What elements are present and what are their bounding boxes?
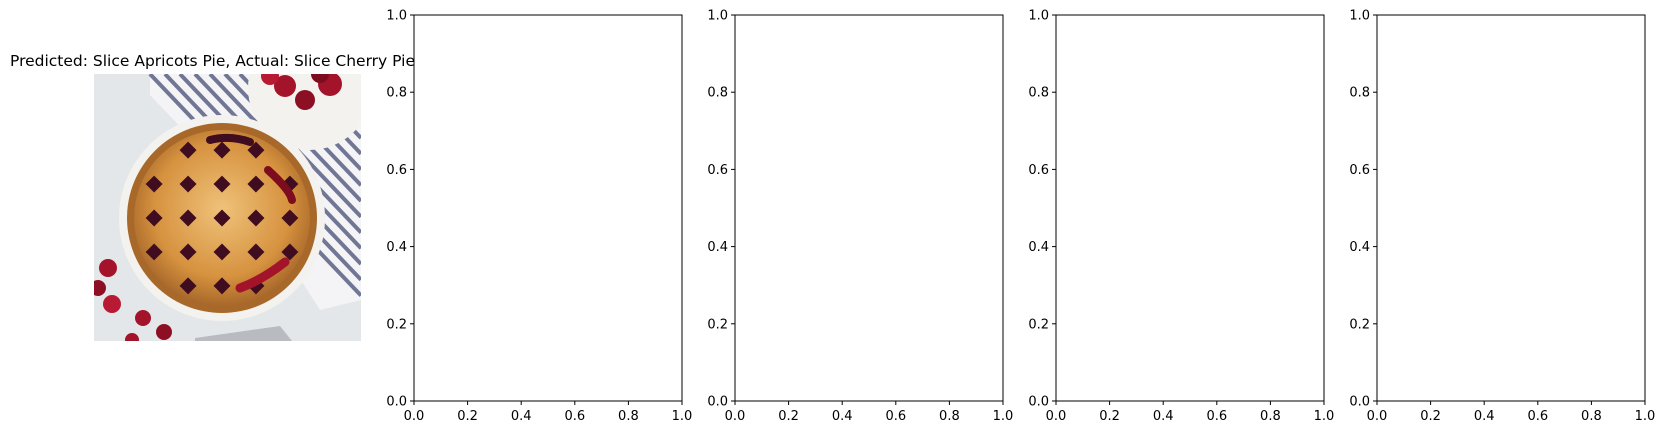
lattice-gap: [145, 209, 163, 227]
x-tick-label: 0.8: [1260, 409, 1281, 424]
x-tick-label: 0.4: [1153, 409, 1174, 424]
y-tick-label: 0.2: [386, 317, 407, 332]
x-tick-label: 0.8: [1581, 409, 1602, 424]
pie: [119, 115, 325, 321]
x-tick-label: 0.0: [404, 409, 425, 424]
y-tick-label: 1.0: [1028, 9, 1049, 24]
x-tick-label: 0.8: [939, 409, 960, 424]
axes-panel-2: 0.0 0.2 0.4 0.6 0.8 1.0 0.0 0.2 0.4 0.6 0.8 1.0: [707, 9, 1013, 425]
lattice-gap: [179, 141, 197, 159]
y-tick-label: 0.8: [386, 86, 407, 101]
lattice-gap: [247, 141, 265, 159]
x-tick-label: 0.4: [1474, 409, 1495, 424]
lattice-gap: [281, 209, 299, 227]
y-tick-label: 0.6: [707, 163, 728, 178]
lattice-gap: [213, 243, 231, 261]
y-tick-label: 0.0: [386, 395, 407, 410]
y-tick-label: 0.8: [707, 86, 728, 101]
x-tick-label: 0.2: [457, 409, 478, 424]
x-tick-label: 0.0: [1046, 409, 1067, 424]
x-tick-label: 0.6: [1206, 409, 1227, 424]
lattice-gap: [281, 243, 299, 261]
axes-panel-4: 0.0 0.2 0.4 0.6 0.8 1.0 0.0 0.2 0.4 0.6 0.8 1.0: [1349, 9, 1655, 425]
lattice-gap: [179, 209, 197, 227]
lattice-gap: [145, 175, 163, 193]
x-tick-label: 0.6: [885, 409, 906, 424]
x-tick-label: 0.2: [1099, 409, 1120, 424]
x-tick-label: 1.0: [1314, 409, 1335, 424]
x-tick-label: 0.4: [832, 409, 853, 424]
lattice-gap: [179, 277, 197, 295]
pie-server: [195, 326, 292, 341]
x-tick-label: 0.8: [618, 409, 639, 424]
y-tick-label: 0.8: [1028, 86, 1049, 101]
loose-cherries: [94, 259, 172, 341]
y-tick-label: 0.8: [1349, 86, 1370, 101]
x-tick-label: 1.0: [993, 409, 1014, 424]
lattice-gap: [213, 277, 231, 295]
empty-axes-panels: 0.0 0.2 0.4 0.6 0.8 1.00.00.20.40.60.81.00.0 0…: [386, 9, 1655, 425]
y-tick-label: 0.6: [386, 163, 407, 178]
x-tick-label: 1.0: [1635, 409, 1656, 424]
image-panel: Predicted: Slice Apricots Pie, Actual: S…: [10, 52, 415, 341]
y-tick-label: 0.0: [1349, 395, 1370, 410]
axes-frame: [413, 14, 683, 402]
x-tick-label: 0.0: [1367, 409, 1388, 424]
axes-panel-1: 0.0 0.2 0.4 0.6 0.8 1.0 0.0 0.2 0.4 0.6 0.8 1.0: [386, 9, 692, 425]
axes-frame: [1055, 14, 1325, 402]
x-tick-label: 0.6: [1527, 409, 1548, 424]
y-tick-label: 1.0: [707, 9, 728, 24]
y-tick-label: 0.4: [1349, 240, 1370, 255]
y-tick-label: 0.0: [707, 395, 728, 410]
axes-frame: [1376, 14, 1646, 402]
lattice-gap: [145, 243, 163, 261]
y-tick-label: 0.6: [1028, 163, 1049, 178]
lattice-gap: [213, 175, 231, 193]
image-panel-title: Predicted: Slice Apricots Pie, Actual: S…: [10, 52, 415, 70]
lattice-gap: [213, 141, 231, 159]
y-tick-label: 1.0: [386, 9, 407, 24]
y-tick-label: 0.2: [1028, 317, 1049, 332]
lattice-gap: [213, 209, 231, 227]
x-tick-label: 0.2: [1420, 409, 1441, 424]
lattice-gap: [179, 243, 197, 261]
lattice-gap: [247, 209, 265, 227]
y-tick-label: 0.4: [707, 240, 728, 255]
y-tick-label: 0.2: [707, 317, 728, 332]
axes-panel-3: 0.0 0.2 0.4 0.6 0.8 1.0 0.0 0.2 0.4 0.6 0.8 1.0: [1028, 9, 1334, 425]
x-tick-label: 0.2: [778, 409, 799, 424]
lattice-gap: [247, 175, 265, 193]
x-tick-label: 0.0: [725, 409, 746, 424]
lattice-gap: [247, 243, 265, 261]
y-tick-label: 0.0: [1028, 395, 1049, 410]
x-tick-label: 0.4: [511, 409, 532, 424]
axes-frame: [734, 14, 1004, 402]
y-tick-label: 0.6: [1349, 163, 1370, 178]
pie-photo: [94, 74, 361, 341]
y-tick-label: 0.4: [386, 240, 407, 255]
y-tick-label: 0.4: [1028, 240, 1049, 255]
lattice-gap: [179, 175, 197, 193]
y-tick-label: 1.0: [1349, 9, 1370, 24]
y-tick-label: 0.2: [1349, 317, 1370, 332]
x-tick-label: 0.6: [564, 409, 585, 424]
x-tick-label: 1.0: [672, 409, 693, 424]
